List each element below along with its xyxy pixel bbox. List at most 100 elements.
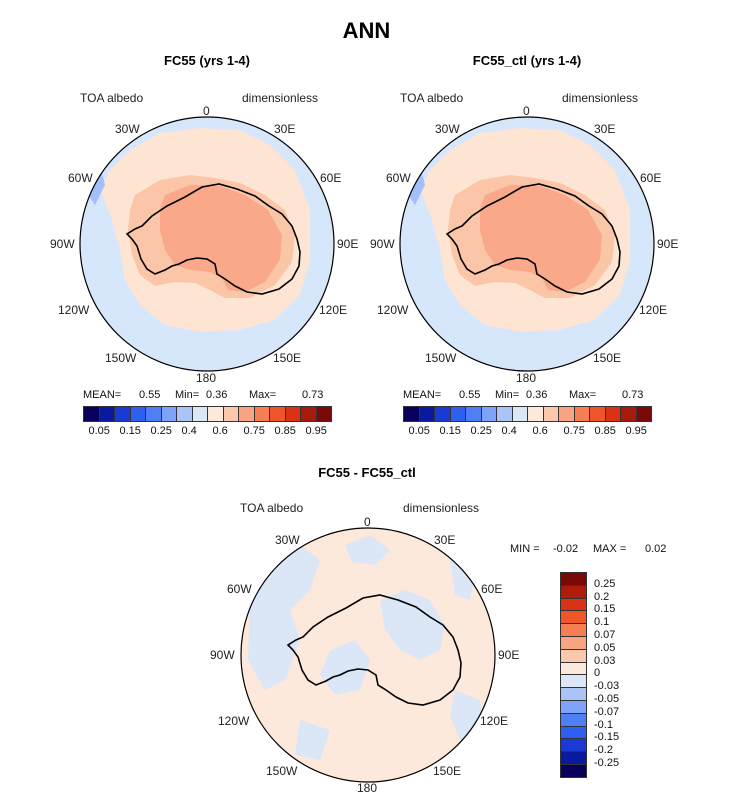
panel-2-colorbar-label: 0.05 <box>408 425 430 437</box>
panel-2-var-label: TOA albedo <box>400 91 464 105</box>
panel-1-title: FC55 (yrs 1-4) <box>164 53 250 68</box>
panel-2-colorbar-cell <box>573 406 590 422</box>
panel-1-colorbar-cell <box>269 406 286 422</box>
panel-2-lon-120w: 120W <box>377 303 409 317</box>
panel-1-lon-90e: 90E <box>337 237 359 251</box>
panel-3-max-label: MAX = <box>593 543 627 555</box>
panel-3-lon-120w: 120W <box>218 714 250 728</box>
panel-1-lon-30w: 30W <box>115 122 140 136</box>
panel-1-colorbar-cell <box>176 406 193 422</box>
panel-1-colorbar-label: 0.05 <box>88 425 110 437</box>
panel-3-colorbar-label: 0.1 <box>594 616 610 629</box>
panel-1-colorbar-cell <box>207 406 224 422</box>
panel-2-colorbar-label: 0.85 <box>594 425 616 437</box>
panel-3-colorbar-cell <box>560 687 587 701</box>
panel-1-colorbar-label: 0.75 <box>243 425 265 437</box>
panel-2-colorbar-label: 0.15 <box>439 425 461 437</box>
panel-3-colorbar-cell <box>560 738 587 753</box>
panel-3-colorbar-cell <box>560 764 587 778</box>
panel-2-lon-90e: 90E <box>657 237 679 251</box>
panel-2-min-value: 0.36 <box>526 389 548 401</box>
panel-1-colorbar-label: 0.85 <box>274 425 296 437</box>
panel-1-colorbar-cell <box>300 406 317 422</box>
panel-3-colorbar-cell <box>560 751 587 765</box>
panel-2-lon-30w: 30W <box>435 122 460 136</box>
panel-3-colorbar-label: -0.1 <box>594 718 613 731</box>
panel-1-max-label: Max= <box>249 389 277 401</box>
panel-2-lon-60e: 60E <box>640 171 662 185</box>
panel-2-map <box>400 117 654 371</box>
panel-1-colorbar-cell <box>191 406 208 422</box>
panel-2-colorbar-label: 0.4 <box>501 425 517 437</box>
panel-2-colorbar-cell <box>620 406 637 422</box>
panel-3-lon-30w: 30W <box>275 533 300 547</box>
panel-2-colorbar-cell <box>465 406 482 422</box>
panel-1-lon-60e: 60E <box>320 171 342 185</box>
panel-2-colorbar-cell <box>418 406 435 422</box>
panel-2-colorbar-cell <box>604 406 621 422</box>
main-title: ANN <box>342 18 391 43</box>
panel-2-colorbar-label: 0.25 <box>470 425 492 437</box>
panel-1-colorbar-label: 0.95 <box>305 425 327 437</box>
panel-3-lon-90e: 90E <box>498 648 520 662</box>
panel-2-units-label: dimensionless <box>562 91 639 105</box>
panel-1-colorbar-label: 0.4 <box>181 425 197 437</box>
panel-1-lon-150e: 150E <box>273 351 302 365</box>
panel-1-colorbar-cell <box>253 406 270 422</box>
panel-1-colorbar-cell <box>284 406 301 422</box>
panel-3-lon-180: 180 <box>357 781 378 795</box>
panel-3-colorbar-cell <box>560 597 587 612</box>
panel-1-lon-0: 0 <box>203 104 210 118</box>
panel-1-colorbar-cell <box>129 406 146 422</box>
panel-1-colorbar-cell <box>83 406 100 422</box>
panel-3-colorbar-label: 0.07 <box>594 629 616 641</box>
panel-3-lon-60e: 60E <box>481 582 503 596</box>
panel-3-colorbar-cell <box>560 700 587 714</box>
panel-3-var-label: TOA albedo <box>240 501 304 515</box>
panel-2-colorbar-cell <box>589 406 606 422</box>
panel-3-colorbar-cell <box>560 674 587 689</box>
panel-2-colorbar-cell <box>496 406 513 422</box>
panel-2-colorbar-cell <box>480 406 497 422</box>
panel-1-mean-label: MEAN= <box>83 389 122 401</box>
panel-1-mean-value: 0.55 <box>139 389 161 401</box>
panel-3-units-label: dimensionless <box>403 501 480 515</box>
panel-1-max-value: 0.73 <box>302 389 324 401</box>
panel-3-lon-150e: 150E <box>433 764 462 778</box>
panel-2-max-value: 0.73 <box>622 389 644 401</box>
panel-3-lon-0: 0 <box>364 515 371 529</box>
panel-1-units-label: dimensionless <box>242 91 319 105</box>
panel-2-lon-60w: 60W <box>386 171 411 185</box>
panel-2-colorbar-label: 0.75 <box>563 425 585 437</box>
panel-2-max-label: Max= <box>569 389 597 401</box>
panel-3-lon-60w: 60W <box>227 582 252 596</box>
panel-2-colorbar-cell <box>558 406 575 422</box>
panel-2-title: FC55_ctl (yrs 1-4) <box>472 53 582 68</box>
panel-3-colorbar-label: 0.2 <box>594 590 610 603</box>
panel-2-lon-150w: 150W <box>425 351 457 365</box>
panel-1-var-label: TOA albedo <box>80 91 144 105</box>
panel-3-colorbar-label: 0.15 <box>594 603 616 616</box>
panel-3-colorbar-cell <box>560 610 587 625</box>
panel-1-lon-90w: 90W <box>50 237 75 251</box>
panel-2-mean-label: MEAN= <box>403 389 442 401</box>
panel-2-mean-value: 0.55 <box>459 389 481 401</box>
panel-2-colorbar-cell <box>449 406 466 422</box>
panel-2-colorbar-cell <box>434 406 451 422</box>
panel-3-colorbar-cell <box>560 584 587 599</box>
panel-3-colorbar-cell <box>560 712 587 727</box>
panel-3-lon-150w: 150W <box>266 764 298 778</box>
panel-1-lon-120w: 120W <box>58 303 90 317</box>
panel-2-lon-150e: 150E <box>593 351 622 365</box>
panel-2-colorbar-label: 0.95 <box>625 425 647 437</box>
panel-3-title: FC55 - FC55_ctl <box>318 465 416 480</box>
panel-1-colorbar-cell <box>238 406 255 422</box>
panel-3-colorbar-label: -0.07 <box>594 705 620 718</box>
panel-3-colorbar-label: -0.25 <box>594 757 620 769</box>
panel-3-colorbar-cell <box>560 623 587 637</box>
panel-3-colorbar-label: 0.25 <box>594 577 616 590</box>
panel-2-lon-0: 0 <box>523 104 530 118</box>
panel-3-colorbar-cell <box>560 636 587 650</box>
panel-3-lon-30e: 30E <box>434 533 456 547</box>
